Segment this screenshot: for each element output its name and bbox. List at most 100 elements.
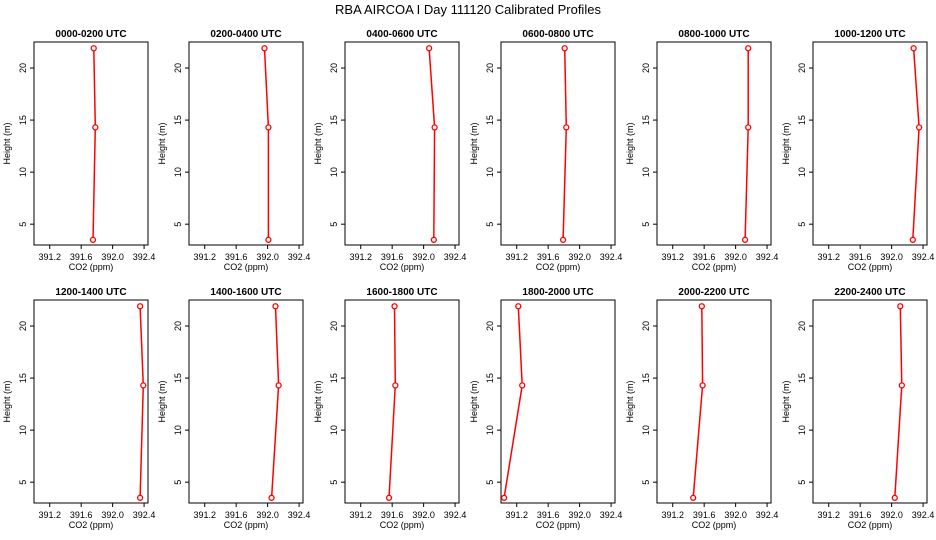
y-tick-label: 10 (329, 425, 339, 435)
x-tick-label: 392.0 (568, 510, 591, 520)
plot-frame (812, 41, 928, 246)
x-tick-label: 391.6 (225, 252, 248, 262)
x-axis-label: CO2 (ppm) (224, 262, 269, 272)
profile-line (388, 306, 397, 498)
panel-title: 1400-1600 UTC (210, 287, 281, 298)
profile-point (915, 124, 923, 131)
profile-panel: 1000-1200 UTC 391.2 391.6 392.0 392.4 5 10 15 20… (781, 29, 934, 272)
profile-point (261, 45, 268, 52)
y-tick-label: 20 (18, 321, 28, 331)
x-axis-label: CO2 (ppm) (380, 520, 425, 530)
profile-point (698, 303, 705, 310)
profile-point (92, 124, 99, 131)
profile-point (561, 45, 568, 52)
x-tick-label: 391.6 (381, 252, 404, 262)
y-tick-label: 10 (797, 167, 807, 177)
profile-point (275, 382, 282, 389)
profile-panel: 0800-1000 UTC 391.2 391.6 392.0 392.4 5 10 15 20… (625, 29, 778, 272)
profile-line (744, 48, 749, 240)
x-tick-label: 392.4 (756, 510, 779, 520)
profile-point (140, 382, 147, 389)
x-axis-label: CO2 (ppm) (692, 262, 737, 272)
profile-line (912, 48, 920, 240)
profile-panel: 0000-0200 UTC 391.2 391.6 392.0 392.4 5 10 15 20… (2, 29, 155, 272)
y-axis-label: Height (m) (157, 122, 167, 164)
profile-point (89, 236, 97, 243)
x-tick-label: 391.6 (70, 510, 93, 520)
y-tick-label: 15 (173, 115, 183, 125)
y-tick-label: 5 (485, 222, 495, 227)
y-axis-label: Height (m) (157, 380, 167, 422)
x-tick-label: 391.6 (849, 252, 872, 262)
profile-point (136, 303, 144, 310)
y-tick-label: 10 (797, 425, 807, 435)
plot-frame (500, 299, 616, 504)
profile-point (265, 236, 272, 243)
plot-frame (33, 41, 149, 246)
profile-point (898, 382, 905, 389)
x-tick-label: 392.4 (133, 252, 156, 262)
panel-title: 1000-1200 UTC (834, 29, 905, 40)
y-tick-label: 5 (641, 222, 651, 227)
x-tick-label: 391.2 (817, 252, 840, 262)
x-tick-label: 392.4 (912, 510, 935, 520)
x-axis-label: CO2 (ppm) (69, 520, 114, 530)
x-tick-label: 392.0 (724, 510, 747, 520)
x-tick-label: 391.2 (661, 510, 684, 520)
x-tick-label: 392.0 (256, 510, 279, 520)
x-tick-label: 391.2 (349, 252, 372, 262)
profile-point (425, 45, 433, 52)
profile-line (894, 306, 903, 498)
plot-frame (33, 299, 149, 504)
x-tick-label: 391.6 (849, 510, 872, 520)
profile-point (90, 45, 97, 52)
profile-panel: 1200-1400 UTC 391.2 391.6 392.0 392.4 5 10 15 20… (2, 287, 155, 530)
profile-point (897, 303, 904, 310)
panel-title: 0600-0800 UTC (522, 29, 593, 40)
y-tick-label: 15 (797, 115, 807, 125)
y-tick-label: 5 (641, 480, 651, 485)
y-tick-label: 15 (485, 373, 495, 383)
y-tick-label: 20 (797, 63, 807, 73)
y-tick-label: 10 (485, 167, 495, 177)
y-axis-label: Height (m) (469, 122, 479, 164)
profile-point (559, 236, 567, 243)
y-tick-label: 20 (173, 63, 183, 73)
plot-frame (188, 299, 304, 504)
panel-title: 1800-2000 UTC (522, 287, 593, 298)
x-tick-label: 391.6 (70, 252, 93, 262)
plot-frame (344, 41, 460, 246)
x-tick-label: 391.6 (693, 510, 716, 520)
y-tick-label: 10 (641, 167, 651, 177)
x-tick-label: 391.2 (38, 510, 61, 520)
profile-point (909, 236, 916, 243)
panel-title: 1600-1800 UTC (366, 287, 437, 298)
y-tick-label: 15 (485, 115, 495, 125)
profile-point (268, 494, 275, 501)
panel-title: 0200-0400 UTC (210, 29, 281, 40)
y-tick-label: 10 (18, 425, 28, 435)
panel-title: 0400-0600 UTC (366, 29, 437, 40)
profile-point (430, 236, 437, 243)
plot-frame (500, 41, 616, 246)
y-axis-label: Height (m) (2, 122, 12, 164)
profile-line (92, 48, 97, 240)
y-tick-label: 5 (173, 222, 183, 227)
y-axis-label: Height (m) (469, 380, 479, 422)
y-tick-label: 10 (641, 425, 651, 435)
profile-line (692, 306, 704, 498)
y-tick-label: 20 (797, 321, 807, 331)
y-tick-label: 20 (641, 321, 651, 331)
y-tick-label: 20 (173, 321, 183, 331)
y-tick-label: 15 (641, 373, 651, 383)
x-axis-label: CO2 (ppm) (848, 520, 893, 530)
x-tick-label: 392.4 (600, 252, 623, 262)
x-tick-label: 391.2 (349, 510, 372, 520)
profile-panel: 0400-0600 UTC 391.2 391.6 392.0 392.4 5 10 15 20… (313, 29, 466, 272)
profile-point (745, 45, 752, 52)
x-tick-label: 392.0 (880, 252, 903, 262)
x-axis-label: CO2 (ppm) (692, 520, 737, 530)
x-tick-label: 392.4 (600, 510, 623, 520)
x-axis-label: CO2 (ppm) (536, 520, 581, 530)
